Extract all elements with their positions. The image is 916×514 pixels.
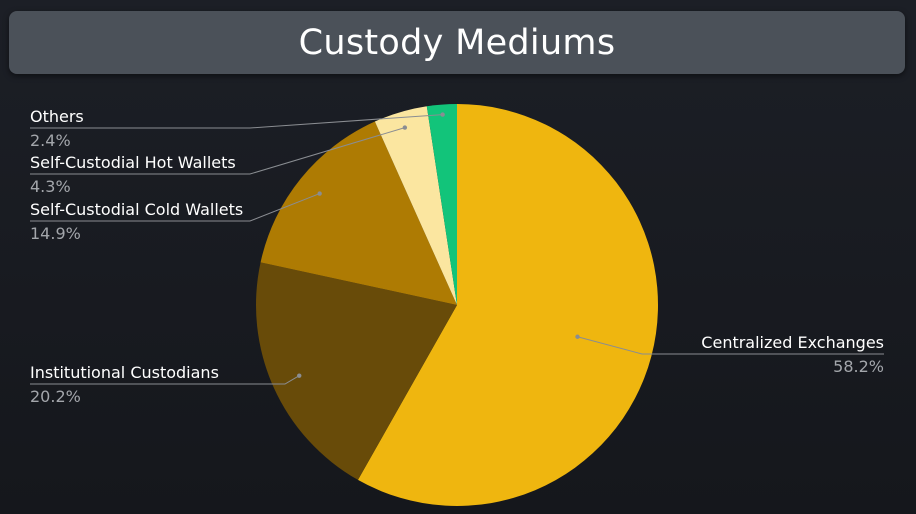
slice-others [426, 104, 457, 305]
label-others: Others [30, 107, 84, 126]
value-institutional-custodians: 20.2% [30, 387, 81, 406]
label-institutional-custodians: Institutional Custodians [30, 363, 219, 382]
leader-dot-centralized-exchanges [575, 334, 580, 339]
leader-dot-self-custodial-cold-wallets [317, 191, 322, 196]
slice-centralized-exchanges [357, 104, 659, 506]
leader-line-self-custodial-hot-wallets [30, 127, 405, 175]
slice-self-custodial-hot-wallets [374, 106, 457, 305]
leader-line-centralized-exchanges [577, 336, 884, 355]
value-others: 2.4% [30, 131, 71, 150]
leader-dot-institutional-custodians [297, 373, 302, 378]
leader-dot-others [440, 112, 445, 117]
leader-line-others [30, 114, 443, 129]
leader-line-institutional-custodians [30, 375, 300, 385]
value-centralized-exchanges: 58.2% [833, 357, 884, 376]
leader-line-self-custodial-cold-wallets [30, 193, 320, 222]
label-self-custodial-hot-wallets: Self-Custodial Hot Wallets [30, 153, 236, 172]
value-self-custodial-hot-wallets: 4.3% [30, 177, 71, 196]
slice-self-custodial-cold-wallets [260, 121, 457, 306]
label-self-custodial-cold-wallets: Self-Custodial Cold Wallets [30, 200, 243, 219]
slice-institutional-custodians [256, 262, 457, 480]
title-bar: Custody Mediums [9, 11, 905, 74]
leader-dot-self-custodial-hot-wallets [402, 125, 408, 130]
value-self-custodial-cold-wallets: 14.9% [30, 224, 81, 243]
chart-title: Custody Mediums [298, 22, 616, 63]
label-centralized-exchanges: Centralized Exchanges [701, 333, 884, 352]
